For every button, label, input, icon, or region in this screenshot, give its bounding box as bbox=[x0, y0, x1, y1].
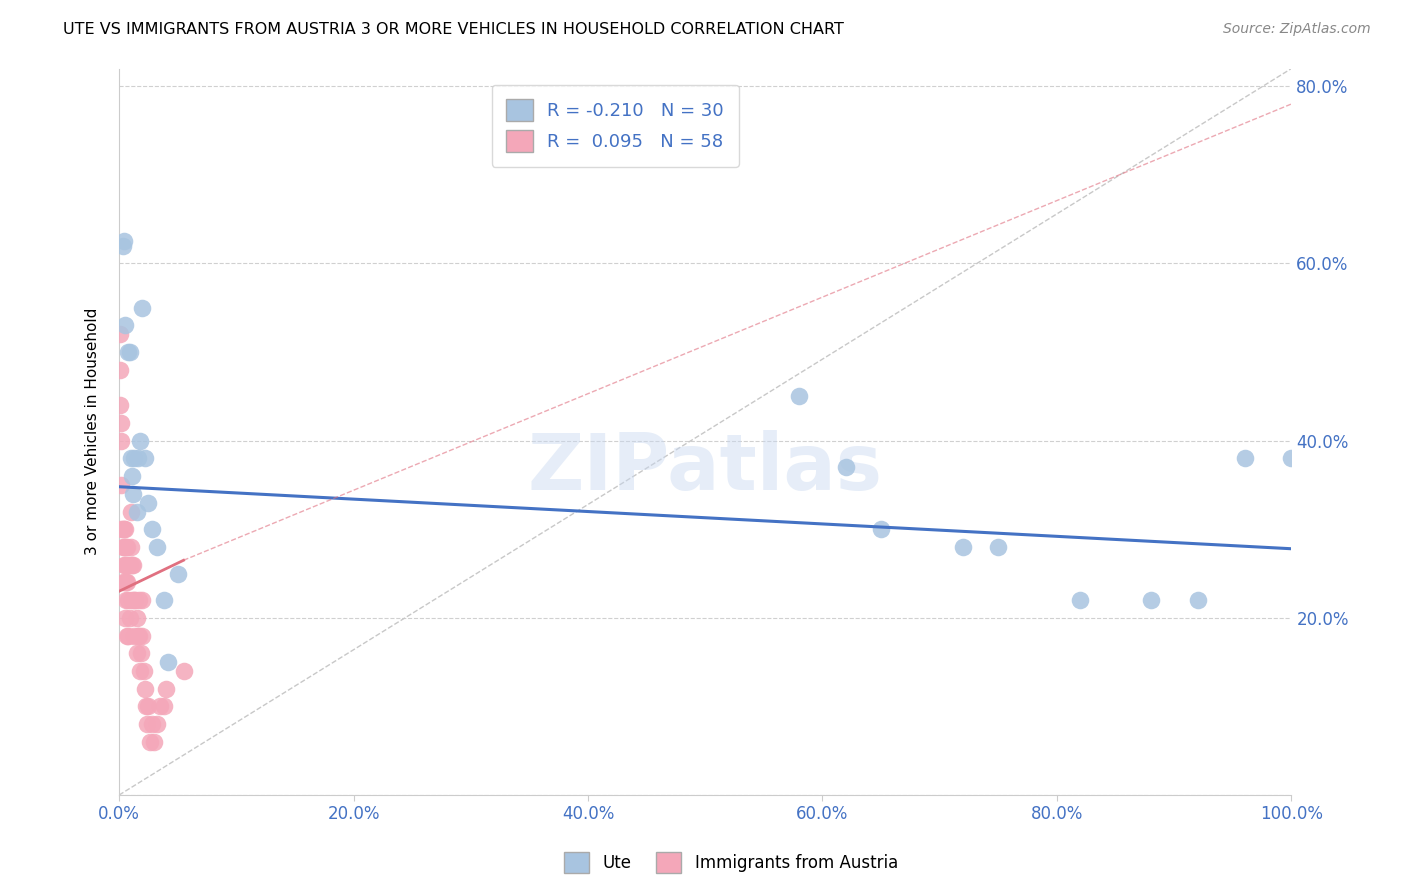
Legend: Ute, Immigrants from Austria: Ute, Immigrants from Austria bbox=[558, 846, 904, 880]
Point bbox=[145, 540, 167, 554]
Point bbox=[118, 611, 141, 625]
Point bbox=[127, 451, 149, 466]
Point bbox=[128, 593, 150, 607]
Point bbox=[138, 496, 160, 510]
Point bbox=[110, 478, 132, 492]
Point bbox=[125, 646, 148, 660]
Point bbox=[121, 469, 143, 483]
Legend: R = -0.210   N = 30, R =  0.095   N = 58: R = -0.210 N = 30, R = 0.095 N = 58 bbox=[492, 85, 738, 167]
Point bbox=[114, 575, 136, 590]
Point bbox=[787, 389, 810, 403]
Point bbox=[152, 593, 174, 607]
Point bbox=[114, 611, 136, 625]
Point bbox=[952, 540, 974, 554]
Point bbox=[173, 664, 195, 678]
Point bbox=[149, 699, 172, 714]
Point bbox=[131, 593, 153, 607]
Point bbox=[138, 699, 160, 714]
Point bbox=[145, 717, 167, 731]
Point bbox=[118, 345, 141, 359]
Point bbox=[110, 363, 132, 377]
Point bbox=[117, 345, 139, 359]
Point bbox=[110, 416, 132, 430]
Y-axis label: 3 or more Vehicles in Household: 3 or more Vehicles in Household bbox=[86, 308, 100, 556]
Point bbox=[134, 451, 156, 466]
Point bbox=[117, 629, 139, 643]
Point bbox=[122, 558, 145, 572]
Point bbox=[112, 558, 135, 572]
Point bbox=[121, 558, 143, 572]
Point bbox=[141, 717, 163, 731]
Text: ZIPatlas: ZIPatlas bbox=[527, 430, 883, 506]
Point bbox=[112, 522, 135, 536]
Point bbox=[114, 318, 136, 333]
Text: UTE VS IMMIGRANTS FROM AUSTRIA 3 OR MORE VEHICLES IN HOUSEHOLD CORRELATION CHART: UTE VS IMMIGRANTS FROM AUSTRIA 3 OR MORE… bbox=[63, 22, 844, 37]
Point bbox=[111, 522, 134, 536]
Point bbox=[118, 558, 141, 572]
Point bbox=[115, 540, 138, 554]
Point bbox=[157, 655, 180, 669]
Point bbox=[111, 575, 134, 590]
Point bbox=[1069, 593, 1091, 607]
Point bbox=[1139, 593, 1161, 607]
Point bbox=[110, 327, 132, 342]
Point bbox=[134, 681, 156, 696]
Point bbox=[124, 629, 146, 643]
Point bbox=[111, 540, 134, 554]
Point bbox=[129, 434, 152, 448]
Point bbox=[987, 540, 1010, 554]
Point bbox=[124, 593, 146, 607]
Point bbox=[129, 664, 152, 678]
Point bbox=[1233, 451, 1256, 466]
Point bbox=[138, 735, 160, 749]
Point bbox=[121, 593, 143, 607]
Point bbox=[120, 451, 142, 466]
Point bbox=[117, 593, 139, 607]
Point bbox=[122, 487, 145, 501]
Point bbox=[117, 558, 139, 572]
Point bbox=[125, 504, 148, 518]
Point bbox=[870, 522, 893, 536]
Point bbox=[117, 575, 139, 590]
Point bbox=[835, 460, 858, 475]
Point bbox=[152, 699, 174, 714]
Point bbox=[112, 540, 135, 554]
Point bbox=[136, 717, 159, 731]
Point bbox=[141, 522, 163, 536]
Point bbox=[125, 611, 148, 625]
Point bbox=[117, 629, 139, 643]
Point bbox=[114, 522, 136, 536]
Point bbox=[131, 629, 153, 643]
Text: Source: ZipAtlas.com: Source: ZipAtlas.com bbox=[1223, 22, 1371, 37]
Point bbox=[124, 451, 146, 466]
Point bbox=[128, 629, 150, 643]
Point bbox=[115, 593, 138, 607]
Point bbox=[127, 629, 149, 643]
Point bbox=[135, 699, 157, 714]
Point bbox=[1281, 451, 1303, 466]
Point bbox=[143, 735, 166, 749]
Point bbox=[110, 522, 132, 536]
Point bbox=[1187, 593, 1209, 607]
Point bbox=[110, 434, 132, 448]
Point bbox=[112, 235, 135, 249]
Point bbox=[120, 540, 142, 554]
Point bbox=[110, 398, 132, 412]
Point bbox=[115, 575, 138, 590]
Point bbox=[155, 681, 177, 696]
Point bbox=[114, 558, 136, 572]
Point bbox=[131, 301, 153, 315]
Point bbox=[166, 566, 188, 581]
Point bbox=[131, 646, 153, 660]
Point bbox=[124, 593, 146, 607]
Point bbox=[132, 664, 155, 678]
Point bbox=[120, 504, 142, 518]
Point bbox=[111, 238, 134, 252]
Point bbox=[117, 540, 139, 554]
